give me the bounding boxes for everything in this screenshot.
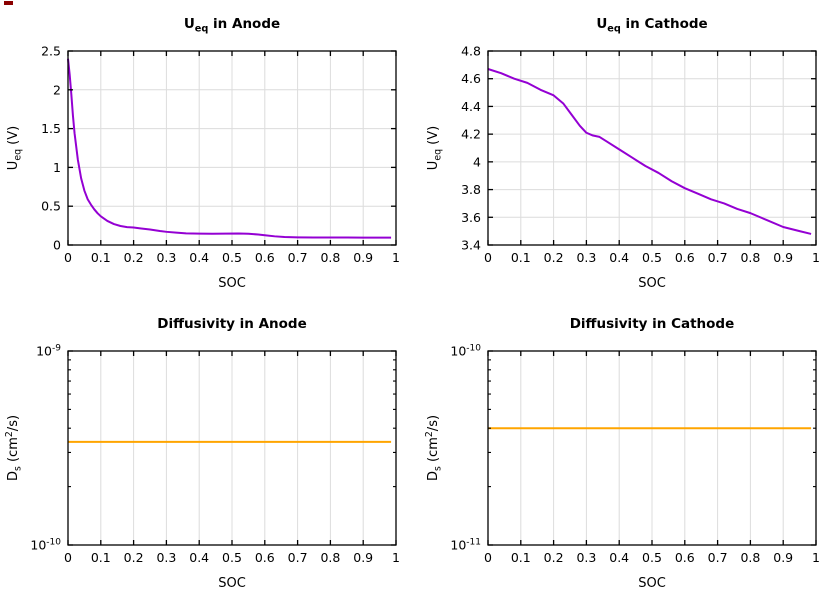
chart-title: Ueq in Anode (184, 16, 280, 35)
x-tick-label: 1 (812, 250, 820, 265)
x-tick-label: 0.8 (320, 550, 340, 565)
x-axis-label: SOC (218, 276, 246, 291)
y-tick-label: 1.5 (41, 121, 61, 136)
x-tick-label: 0.2 (124, 250, 144, 265)
x-tick-label: 1 (812, 550, 820, 565)
y-tick-label: 0 (53, 238, 61, 253)
data-line-ueq-cathode (487, 68, 812, 235)
x-tick-label: 0.6 (255, 250, 275, 265)
subplot-ueq-anode: 0 0.1 0.2 0.3 0.4 0.5 0.6 0.7 0.8 0.9 1 0 0.5 1 1.5 2 2.… (0, 0, 420, 300)
x-axis-label: SOC (638, 276, 666, 291)
y-tick-label: 3.6 (461, 210, 481, 225)
x-tick-label: 0 (64, 250, 72, 265)
y-tick-label: 3.8 (461, 182, 481, 197)
x-tick-label: 0.2 (124, 550, 144, 565)
x-tick-label: 0.7 (708, 550, 728, 565)
y-axis-label: Ueq (V) (426, 126, 444, 170)
chart-diffusivity-anode: 0 0.1 0.2 0.3 0.4 0.5 0.6 0.7 0.8 0.9 1 10-10 10-9 Di… (4, 316, 400, 591)
x-tick-label: 0.3 (576, 250, 596, 265)
x-tick-label: 0.7 (708, 250, 728, 265)
x-tick-label: 0.5 (222, 250, 242, 265)
x-tick-label: 0.3 (156, 550, 176, 565)
data-line-ueq-anode (67, 58, 392, 239)
x-tick-label: 0.9 (353, 550, 373, 565)
x-tick-label: 0.4 (609, 550, 629, 565)
chart-ueq-cathode: 0 0.1 0.2 0.3 0.4 0.5 0.6 0.7 0.8 0.9 1 3.4 3.6 3.8 4 4… (426, 16, 820, 291)
x-tick-label: 1 (392, 550, 400, 565)
x-tick-label: 0.6 (675, 550, 695, 565)
x-tick-label: 0.3 (576, 550, 596, 565)
x-tick-label: 0.1 (511, 250, 531, 265)
chart-title: Ueq in Cathode (596, 16, 707, 35)
y-tick-label: 10-10 (30, 538, 61, 553)
x-tick-label: 0.4 (189, 550, 209, 565)
x-tick-label: 0.5 (642, 250, 662, 265)
x-tick-label: 0.8 (740, 250, 760, 265)
chart-ueq-anode: 0 0.1 0.2 0.3 0.4 0.5 0.6 0.7 0.8 0.9 1 0 0.5 1 1.5 2 2.… (6, 16, 400, 291)
x-tick-label: 0.4 (189, 250, 209, 265)
x-tick-label: 0 (64, 550, 72, 565)
y-axis-label: Ds (cm2/s) (4, 415, 24, 481)
x-tick-label: 0.8 (740, 550, 760, 565)
x-tick-label: 0.4 (609, 250, 629, 265)
x-tick-label: 0.9 (773, 250, 793, 265)
y-tick-label: 4.6 (461, 71, 481, 86)
chart-diffusivity-cathode: 0 0.1 0.2 0.3 0.4 0.5 0.6 0.7 0.8 0.9 1 10-11 10-10 D… (424, 316, 820, 591)
x-tick-label: 1 (392, 250, 400, 265)
x-tick-label: 0.6 (255, 550, 275, 565)
y-axis-label: Ueq (V) (6, 126, 24, 170)
subplot-diffusivity-cathode: 0 0.1 0.2 0.3 0.4 0.5 0.6 0.7 0.8 0.9 1 10-11 10-10 D… (420, 300, 840, 600)
x-axis-label: SOC (638, 576, 666, 591)
x-tick-label: 0.2 (544, 550, 564, 565)
x-tick-label: 0.3 (156, 250, 176, 265)
x-tick-label: 0.8 (320, 250, 340, 265)
y-tick-label: 3.4 (461, 238, 481, 253)
subplot-ueq-cathode: 0 0.1 0.2 0.3 0.4 0.5 0.6 0.7 0.8 0.9 1 3.4 3.6 3.8 4 4… (420, 0, 840, 300)
x-tick-label: 0 (484, 550, 492, 565)
x-tick-label: 0.1 (511, 550, 531, 565)
y-tick-label: 4 (473, 154, 481, 169)
x-tick-label: 0.9 (773, 550, 793, 565)
subplot-diffusivity-anode: 0 0.1 0.2 0.3 0.4 0.5 0.6 0.7 0.8 0.9 1 10-10 10-9 Di… (0, 300, 420, 600)
x-tick-label: 0.7 (288, 250, 308, 265)
y-tick-label: 4.4 (461, 99, 481, 114)
y-tick-label: 2 (53, 82, 61, 97)
x-tick-label: 0.9 (353, 250, 373, 265)
y-tick-label: 4.8 (461, 44, 481, 59)
y-tick-label: 10-11 (450, 538, 481, 553)
x-tick-label: 0.7 (288, 550, 308, 565)
corner-marker-icon (4, 1, 13, 5)
x-axis-label: SOC (218, 576, 246, 591)
y-tick-label: 2.5 (41, 44, 61, 59)
y-tick-label: 10-9 (36, 344, 61, 359)
chart-title: Diffusivity in Anode (157, 316, 307, 332)
x-tick-label: 0.2 (544, 250, 564, 265)
x-tick-label: 0.1 (91, 550, 111, 565)
x-tick-label: 0.5 (222, 550, 242, 565)
chart-title: Diffusivity in Cathode (570, 316, 735, 332)
y-tick-label: 1 (53, 160, 61, 175)
y-tick-label: 0.5 (41, 199, 61, 214)
x-tick-label: 0 (484, 250, 492, 265)
y-tick-label: 10-10 (450, 344, 481, 359)
y-axis-label: Ds (cm2/s) (424, 415, 444, 481)
x-tick-label: 0.1 (91, 250, 111, 265)
y-tick-label: 4.2 (461, 127, 481, 142)
x-tick-label: 0.5 (642, 550, 662, 565)
x-tick-label: 0.6 (675, 250, 695, 265)
